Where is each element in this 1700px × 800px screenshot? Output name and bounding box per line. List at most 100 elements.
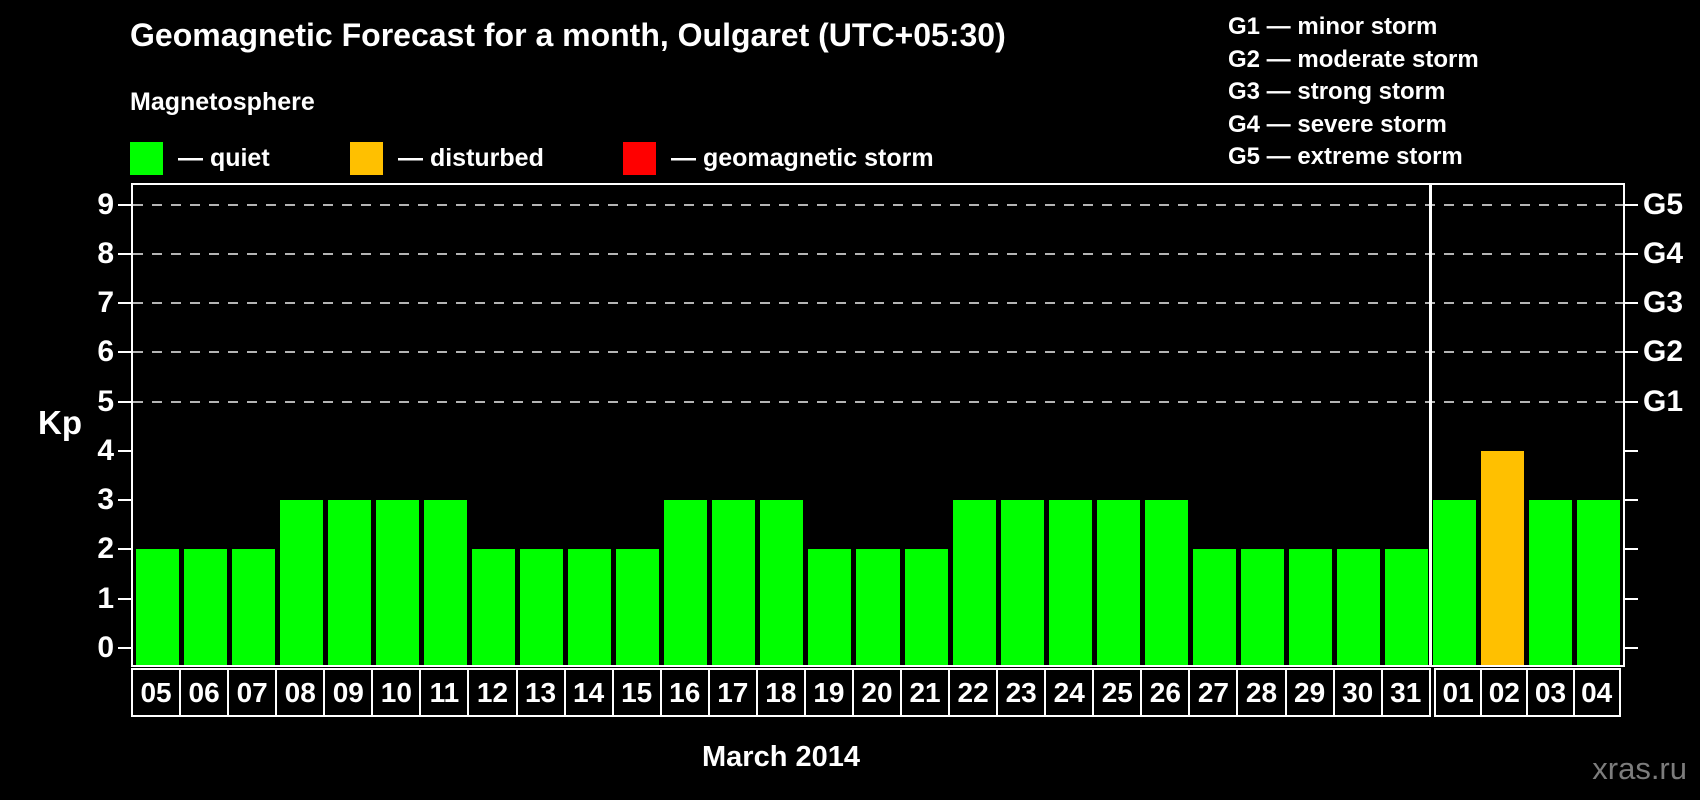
day-cell-21: 21 [900,668,951,717]
right-axis-tick-7 [1625,302,1638,305]
kp-bar-day-20 [856,549,900,665]
right-axis-g-label-G1: G1 [1643,384,1684,418]
day-cell-27: 27 [1188,668,1239,717]
kp-bar-day-08 [279,500,323,665]
right-axis-g-label-G4: G4 [1643,236,1684,270]
storm-scale-line: G3 — strong storm [1228,78,1446,105]
day-cell-11: 11 [419,668,470,717]
day-cell-12: 12 [467,668,518,717]
day-cell-01: 01 [1434,668,1483,717]
y-axis-tick-label-6: 6 [97,335,114,369]
day-cell-28: 28 [1236,668,1287,717]
plot-area [131,183,1625,667]
legend-item-geomagnetic-storm: — geomagnetic storm [623,141,934,175]
kp-bar-day-19 [808,549,852,665]
watermark: xras.ru [1592,751,1687,786]
disturbed-swatch [350,141,383,175]
day-cell-23: 23 [996,668,1047,717]
month-separator-line [1429,185,1432,665]
y-axis-tick-label-2: 2 [97,532,114,566]
day-cell-05: 05 [131,668,182,717]
day-cell-19: 19 [803,668,854,717]
kp-bar-day-11 [423,500,467,665]
geomagnetic-storm-swatch [623,141,656,175]
day-cell-26: 26 [1140,668,1191,717]
day-cell-30: 30 [1332,668,1383,717]
day-cell-31: 31 [1380,668,1431,717]
right-axis-tick-9 [1625,203,1638,206]
kp-bar-day-31 [1385,549,1429,665]
legend-item-label: — geomagnetic storm [671,143,934,172]
day-cell-22: 22 [948,668,999,717]
gridline-kp8 [133,252,1623,255]
gridline-kp5 [133,400,1623,403]
gridline-kp9 [133,203,1623,206]
kp-bar-day-29 [1289,549,1333,665]
y-axis-tick-label-4: 4 [97,433,114,467]
right-axis-tick-2 [1625,548,1638,551]
day-cell-14: 14 [563,668,614,717]
right-axis-tick-8 [1625,252,1638,255]
kp-bar-day-01 [1433,500,1477,665]
right-axis-tick-1 [1625,597,1638,600]
legend-item-quiet: — quiet [130,141,270,175]
right-axis-tick-0 [1625,646,1638,649]
y-axis-tick-7 [118,302,131,305]
kp-bar-day-27 [1192,549,1236,665]
storm-scale-line: G5 — extreme storm [1228,143,1463,170]
kp-bar-day-17 [712,500,756,665]
plot-layer [133,185,1623,665]
kp-bar-day-04 [1577,500,1621,665]
kp-bar-day-10 [375,500,419,665]
y-axis-tick-1 [118,597,131,600]
day-cell-24: 24 [1044,668,1095,717]
right-axis-tick-6 [1625,351,1638,354]
gridline-kp7 [133,302,1623,305]
day-cell-06: 06 [179,668,230,717]
legend-item-disturbed: — disturbed [350,141,544,175]
legend-item-label: — quiet [178,143,270,172]
y-axis-tick-4 [118,449,131,452]
day-cell-18: 18 [755,668,806,717]
kp-bar-day-09 [327,500,371,665]
kp-bar-day-15 [616,549,660,665]
right-axis-tick-5 [1625,400,1638,403]
month-label: March 2014 [702,741,860,773]
right-axis-g-label-G5: G5 [1643,187,1684,221]
y-axis-tick-0 [118,646,131,649]
kp-bar-day-30 [1337,549,1381,665]
y-axis-tick-6 [118,351,131,354]
right-axis-tick-3 [1625,499,1638,502]
kp-bar-day-22 [952,500,996,665]
y-axis-tick-label-0: 0 [97,630,114,664]
right-axis-tick-4 [1625,449,1638,452]
kp-bar-day-05 [135,549,179,665]
day-cell-20: 20 [851,668,903,717]
storm-scale-legend: G1 — minor storm G2 — moderate storm G3 — … [1228,11,1479,174]
day-cell-16: 16 [659,668,710,717]
kp-bar-day-23 [1000,500,1044,665]
y-axis-tick-8 [118,252,131,255]
chart-title: Geomagnetic Forecast for a month, Oulgar… [130,17,1006,53]
kp-bar-day-12 [471,549,515,665]
y-axis-tick-label-7: 7 [97,286,114,320]
storm-scale-line: G1 — minor storm [1228,13,1438,40]
legend-item-label: — disturbed [398,143,544,172]
right-axis-g-label-G2: G2 [1643,335,1684,369]
y-axis-tick-label-1: 1 [97,581,114,615]
day-cell-15: 15 [611,668,662,717]
kp-bar-day-13 [520,549,564,665]
gridline-kp6 [133,351,1623,354]
day-cell-17: 17 [707,668,758,717]
kp-bar-day-28 [1240,549,1285,665]
kp-bar-day-16 [664,500,708,665]
kp-bar-day-26 [1144,500,1188,665]
y-axis-tick-9 [118,203,131,206]
legend-title: Magnetosphere [130,88,315,116]
day-cell-07: 07 [227,668,278,717]
y-axis-tick-label-8: 8 [97,236,114,270]
day-cell-04: 04 [1572,668,1621,717]
y-axis-tick-2 [118,548,131,551]
day-cell-25: 25 [1092,668,1143,717]
